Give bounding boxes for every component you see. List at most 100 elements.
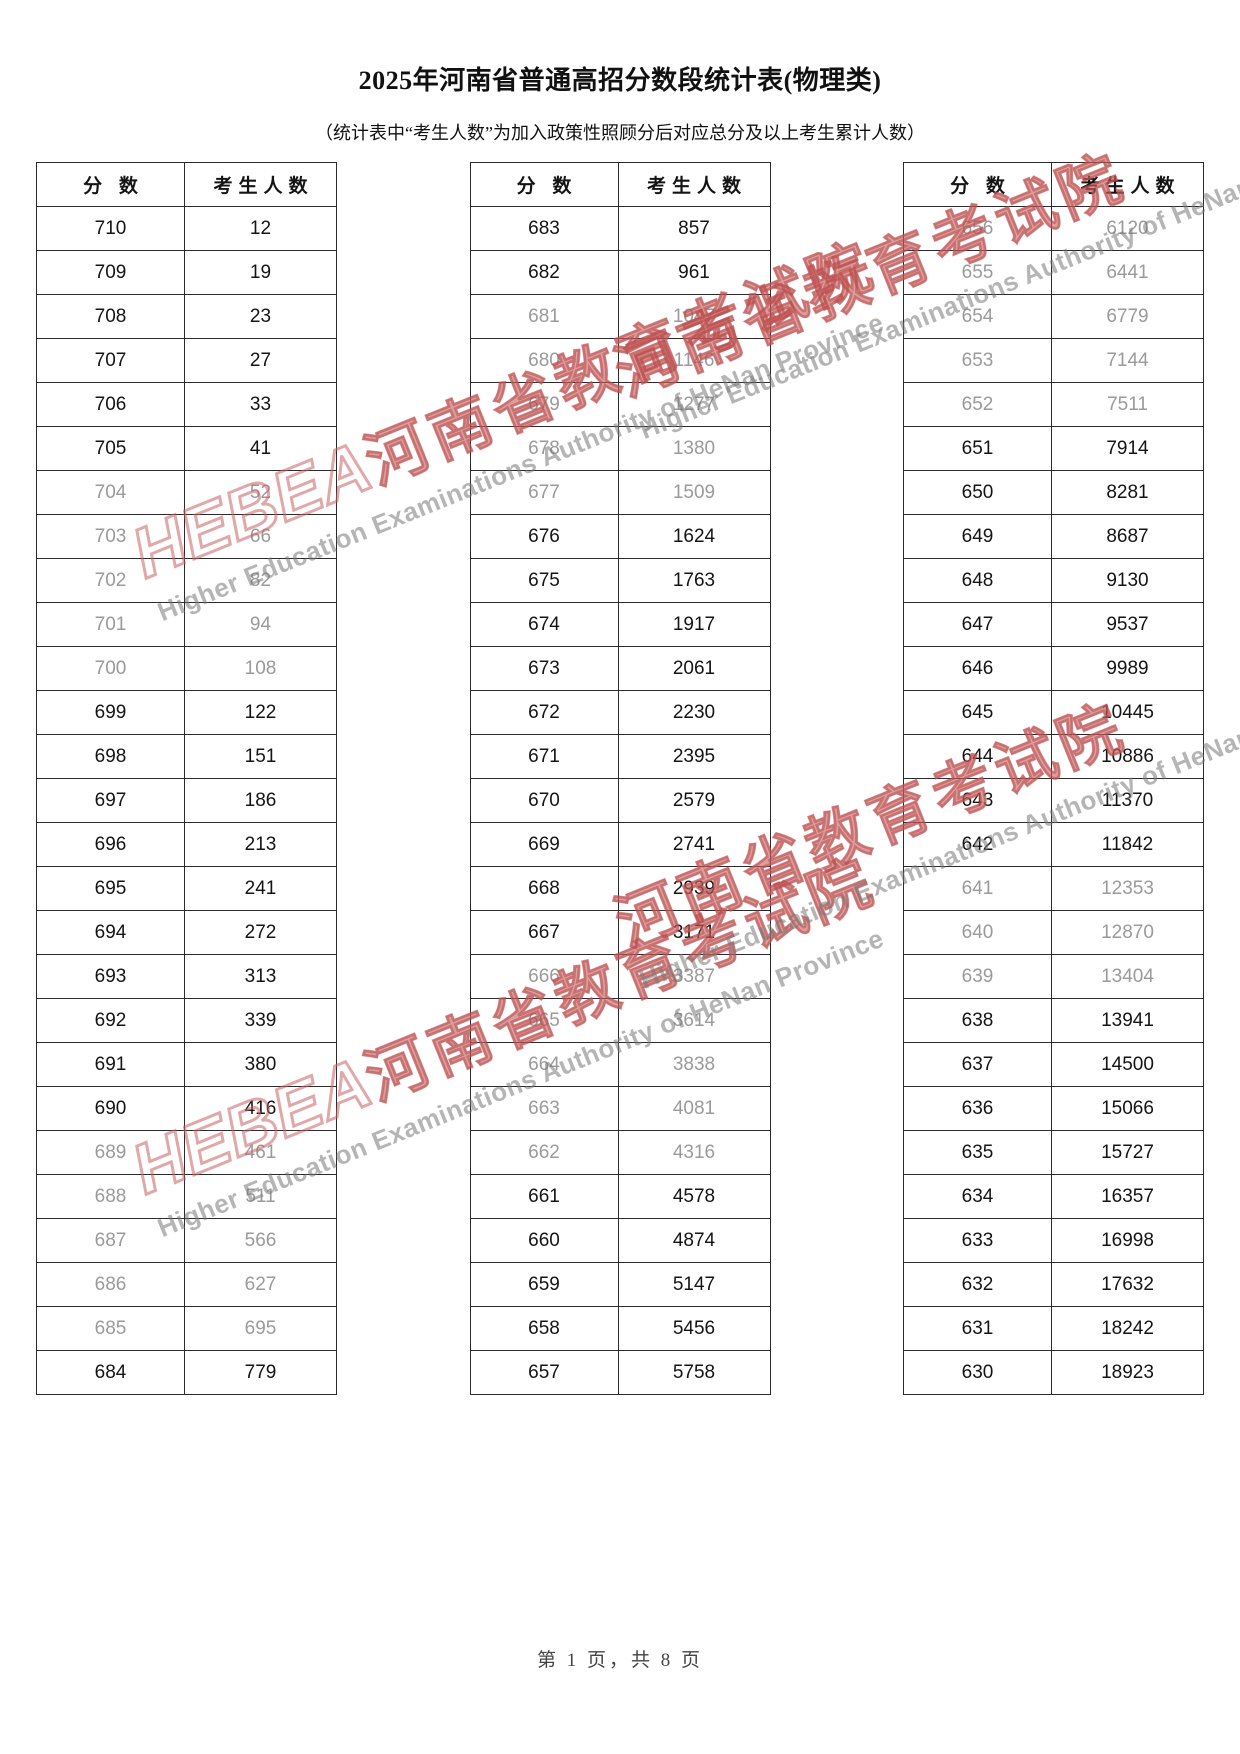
cell-score: 698: [36, 734, 185, 779]
cell-count: 9130: [1051, 558, 1204, 603]
cell-count: 16998: [1051, 1218, 1204, 1263]
table-row: 653 7144: [903, 338, 1204, 383]
cell-count: 4874: [617, 1218, 771, 1263]
table-row: 687 566: [36, 1218, 337, 1263]
cell-count: 2230: [617, 690, 771, 735]
cell-score: 681: [469, 294, 619, 339]
cell-score: 640: [903, 910, 1052, 955]
cell-score: 689: [36, 1130, 185, 1175]
cell-score: 683: [469, 206, 619, 251]
table-row: 682 961: [469, 250, 771, 295]
table-row: 686 627: [36, 1262, 337, 1307]
cell-count: 3838: [617, 1042, 771, 1087]
cell-score: 701: [36, 602, 185, 647]
table-row: 662 4316: [469, 1130, 771, 1175]
cell-score: 653: [903, 338, 1052, 383]
table-header-row: 分 数 考生人数: [469, 162, 771, 207]
table-row: 643 11370: [903, 778, 1204, 823]
cell-count: 3614: [617, 998, 771, 1043]
cell-count: 15727: [1051, 1130, 1204, 1175]
cell-count: 8281: [1051, 470, 1204, 515]
table-row: 638 13941: [903, 998, 1204, 1043]
cell-score: 700: [36, 646, 185, 691]
table-row: 703 66: [36, 514, 337, 559]
cell-score: 703: [36, 514, 185, 559]
cell-score: 686: [36, 1262, 185, 1307]
table-row: 630 18923: [903, 1350, 1204, 1395]
cell-score: 695: [36, 866, 185, 911]
cell-score: 688: [36, 1174, 185, 1219]
cell-score: 661: [469, 1174, 619, 1219]
cell-score: 637: [903, 1042, 1052, 1087]
table-row: 631 18242: [903, 1306, 1204, 1351]
table-row: 649 8687: [903, 514, 1204, 559]
cell-count: 1277: [617, 382, 771, 427]
cell-score: 632: [903, 1262, 1052, 1307]
cell-score: 663: [469, 1086, 619, 1131]
cell-score: 680: [469, 338, 619, 383]
table-row: 683 857: [469, 206, 771, 251]
cell-score: 656: [903, 206, 1052, 251]
cell-score: 670: [469, 778, 619, 823]
table-row: 695 241: [36, 866, 337, 911]
table-header-row: 分 数 考生人数: [903, 162, 1204, 207]
table-row: 670 2579: [469, 778, 771, 823]
cell-score: 665: [469, 998, 619, 1043]
table-row: 647 9537: [903, 602, 1204, 647]
cell-count: 82: [184, 558, 337, 603]
table-row: 680 1146: [469, 338, 771, 383]
cell-count: 6779: [1051, 294, 1204, 339]
cell-score: 674: [469, 602, 619, 647]
cell-count: 1047: [617, 294, 771, 339]
cell-score: 666: [469, 954, 619, 999]
cell-score: 671: [469, 734, 619, 779]
table-row: 652 7511: [903, 382, 1204, 427]
cell-score: 682: [469, 250, 619, 295]
table-row: 633 16998: [903, 1218, 1204, 1263]
cell-score: 667: [469, 910, 619, 955]
table-row: 678 1380: [469, 426, 771, 471]
table-row: 655 6441: [903, 250, 1204, 295]
cell-count: 19: [184, 250, 337, 295]
cell-score: 709: [36, 250, 185, 295]
cell-count: 3387: [617, 954, 771, 999]
cell-score: 678: [469, 426, 619, 471]
cell-count: 12: [184, 206, 337, 251]
cell-score: 668: [469, 866, 619, 911]
table-row: 663 4081: [469, 1086, 771, 1131]
cell-count: 5758: [617, 1350, 771, 1395]
table-row: 635 15727: [903, 1130, 1204, 1175]
cell-count: 41: [184, 426, 337, 471]
cell-score: 630: [903, 1350, 1052, 1395]
cell-score: 676: [469, 514, 619, 559]
table-row: 646 9989: [903, 646, 1204, 691]
cell-count: 9989: [1051, 646, 1204, 691]
cell-count: 566: [184, 1218, 337, 1263]
cell-count: 17632: [1051, 1262, 1204, 1307]
cell-score: 704: [36, 470, 185, 515]
cell-score: 707: [36, 338, 185, 383]
table-row: 650 8281: [903, 470, 1204, 515]
cell-count: 6120: [1051, 206, 1204, 251]
cell-count: 11370: [1051, 778, 1204, 823]
cell-count: 2741: [617, 822, 771, 867]
cell-count: 18923: [1051, 1350, 1204, 1395]
cell-score: 679: [469, 382, 619, 427]
table-row: 673 2061: [469, 646, 771, 691]
table-row: 689 461: [36, 1130, 337, 1175]
table-row: 634 16357: [903, 1174, 1204, 1219]
cell-count: 11842: [1051, 822, 1204, 867]
cell-count: 3171: [617, 910, 771, 955]
cell-count: 12870: [1051, 910, 1204, 955]
cell-score: 662: [469, 1130, 619, 1175]
table-row: 706 33: [36, 382, 337, 427]
table-row: 641 12353: [903, 866, 1204, 911]
cell-count: 779: [184, 1350, 337, 1395]
cell-count: 122: [184, 690, 337, 735]
table-row: 707 27: [36, 338, 337, 383]
cell-count: 4316: [617, 1130, 771, 1175]
cell-score: 687: [36, 1218, 185, 1263]
cell-score: 702: [36, 558, 185, 603]
page-subtitle: （统计表中“考生人数”为加入政策性照顾分后对应总分及以上考生累计人数）: [315, 123, 925, 143]
table-row: 691 380: [36, 1042, 337, 1087]
